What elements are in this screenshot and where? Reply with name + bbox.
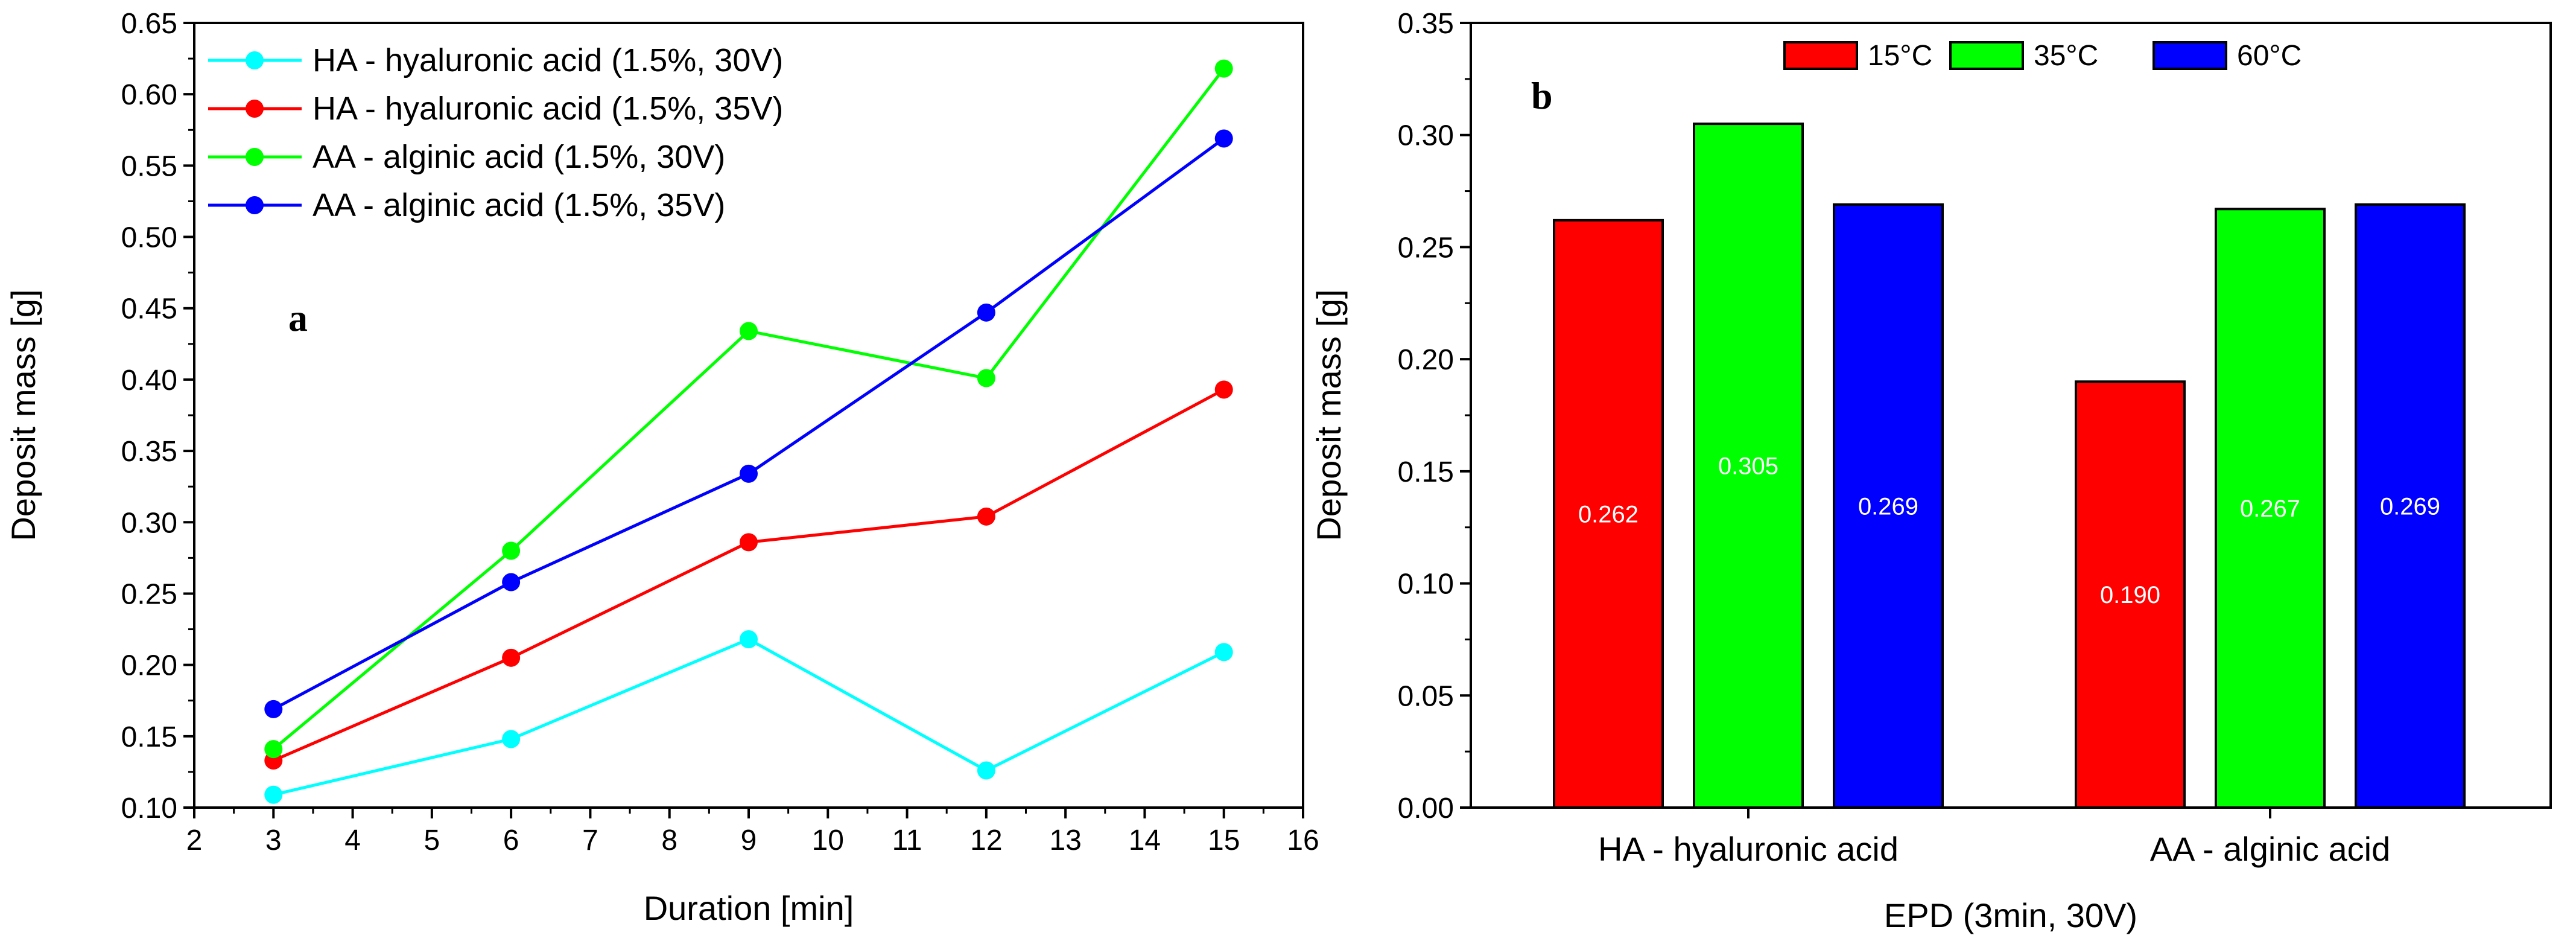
panel-a-line-chart: 2 3 4 5 6 7 8 9 10 11 12 13 14 15 16 0.10 0.15 0.20 0.25 0.… bbox=[4, 8, 1319, 927]
panel-label: b bbox=[1531, 74, 1553, 117]
series-line-1 bbox=[273, 637, 1225, 797]
y-axis-title: Deposit mass [g] bbox=[1310, 289, 1348, 541]
data-point-1-1 bbox=[264, 785, 283, 804]
legend-swatch bbox=[1949, 41, 2024, 70]
legend-swatch bbox=[2152, 41, 2227, 70]
bar-value-label: 0.269 bbox=[1858, 493, 1918, 520]
y-tick-label: 0.65 bbox=[121, 8, 177, 40]
legend-swatch bbox=[1783, 41, 1858, 70]
data-point-2-5 bbox=[1214, 380, 1233, 399]
y-tick-label: 0.40 bbox=[121, 365, 177, 397]
x-tick-label: 7 bbox=[582, 824, 598, 856]
bar-value-label: 0.305 bbox=[1718, 453, 1778, 480]
legend-label: 15°C bbox=[1868, 40, 1932, 72]
y-tick-label: 0.15 bbox=[121, 721, 177, 753]
data-point-1-2 bbox=[502, 730, 521, 748]
bar-2-2 bbox=[2215, 208, 2326, 809]
y-tick-label: 0.45 bbox=[121, 293, 177, 325]
y-axis-title: Deposit mass [g] bbox=[4, 289, 42, 541]
data-point-2-2 bbox=[502, 648, 521, 667]
x-axis-title: EPD (3min, 30V) bbox=[1884, 896, 2137, 934]
x-tick-label: 16 bbox=[1287, 824, 1319, 856]
x-tick-label: 10 bbox=[812, 824, 844, 856]
x-tick-label: 2 bbox=[186, 824, 203, 856]
y-tick-label: 0.60 bbox=[121, 79, 177, 111]
x-tick-label: 6 bbox=[503, 824, 519, 856]
legend-marker bbox=[246, 100, 264, 118]
legend-marker bbox=[246, 51, 264, 69]
data-point-4-2 bbox=[502, 573, 521, 591]
x-tick-label: 13 bbox=[1049, 824, 1081, 856]
y-tick-label: 0.15 bbox=[1398, 456, 1454, 488]
bar-value-label: 0.190 bbox=[2100, 582, 2160, 608]
data-point-1-5 bbox=[1214, 643, 1233, 662]
bar-1-1 bbox=[1553, 218, 1664, 809]
legend-label: AA - alginic acid (1.5%, 30V) bbox=[312, 139, 725, 175]
y-tick-label: 0.20 bbox=[121, 650, 177, 682]
bar-value-label: 0.262 bbox=[1578, 501, 1639, 528]
panel-label: a bbox=[288, 296, 308, 339]
panel-b-bar-chart: 0.00 0.05 0.10 0.15 0.20 0.25 0.30 0.35 HA - hya… bbox=[1310, 8, 2552, 934]
data-point-3-2 bbox=[502, 541, 521, 560]
y-tick-label: 0.10 bbox=[121, 792, 177, 824]
legend-label: AA - alginic acid (1.5%, 35V) bbox=[312, 187, 725, 223]
series-line-2 bbox=[273, 388, 1225, 762]
category-label: HA - hyaluronic acid bbox=[1598, 830, 1899, 868]
y-tick-label: 0.25 bbox=[1398, 232, 1454, 264]
y-tick-label: 0.10 bbox=[1398, 569, 1454, 601]
y-tick-label: 0.35 bbox=[121, 436, 177, 468]
x-tick-label: 4 bbox=[344, 824, 361, 856]
legend-label: 35°C bbox=[2034, 40, 2098, 72]
category-label: AA - alginic acid bbox=[2150, 830, 2390, 868]
x-tick-label: 8 bbox=[661, 824, 677, 856]
data-point-2-4 bbox=[977, 507, 995, 526]
y-tick-label: 0.35 bbox=[1398, 8, 1454, 40]
x-tick-label: 5 bbox=[424, 824, 440, 856]
data-point-2-3 bbox=[740, 533, 758, 552]
legend-marker bbox=[246, 148, 264, 166]
data-point-3-1 bbox=[264, 740, 283, 759]
data-point-1-3 bbox=[740, 630, 758, 649]
bar-2-1 bbox=[1693, 123, 1804, 809]
data-point-4-4 bbox=[977, 303, 995, 322]
x-tick-label: 3 bbox=[265, 824, 282, 856]
data-point-3-3 bbox=[740, 322, 758, 340]
y-tick-label: 0.30 bbox=[1398, 120, 1454, 152]
x-tick-label: 15 bbox=[1208, 824, 1240, 856]
y-tick-label: 0.20 bbox=[1398, 344, 1454, 376]
data-point-4-5 bbox=[1214, 129, 1233, 148]
legend-marker bbox=[246, 196, 264, 214]
legend-label: 60°C bbox=[2237, 40, 2302, 72]
data-point-3-4 bbox=[977, 369, 995, 387]
y-tick-label: 0.00 bbox=[1398, 792, 1454, 824]
y-tick-label: 0.50 bbox=[121, 222, 177, 254]
x-tick-label: 14 bbox=[1129, 824, 1161, 856]
legend-label: HA - hyaluronic acid (1.5%, 35V) bbox=[312, 91, 783, 127]
bar-value-label: 0.269 bbox=[2380, 493, 2440, 520]
series-line-4 bbox=[273, 137, 1225, 711]
legend-label: HA - hyaluronic acid (1.5%, 30V) bbox=[312, 42, 783, 78]
data-point-4-1 bbox=[264, 700, 283, 718]
y-tick-label: 0.55 bbox=[121, 150, 177, 182]
data-point-3-5 bbox=[1214, 59, 1233, 78]
bar-1-2 bbox=[2075, 380, 2186, 809]
bar-3-2 bbox=[2355, 203, 2466, 809]
data-point-1-4 bbox=[977, 761, 995, 780]
y-tick-label: 0.25 bbox=[121, 578, 177, 610]
x-axis-title: Duration [min] bbox=[644, 889, 854, 927]
bar-3-1 bbox=[1833, 203, 1944, 809]
x-tick-label: 11 bbox=[892, 824, 922, 856]
y-tick-label: 0.05 bbox=[1398, 680, 1454, 712]
y-tick-label: 0.30 bbox=[121, 507, 177, 539]
bar-value-label: 0.267 bbox=[2240, 496, 2300, 522]
x-tick-label: 12 bbox=[970, 824, 1002, 856]
x-tick-label: 9 bbox=[741, 824, 757, 856]
data-point-4-3 bbox=[740, 464, 758, 483]
